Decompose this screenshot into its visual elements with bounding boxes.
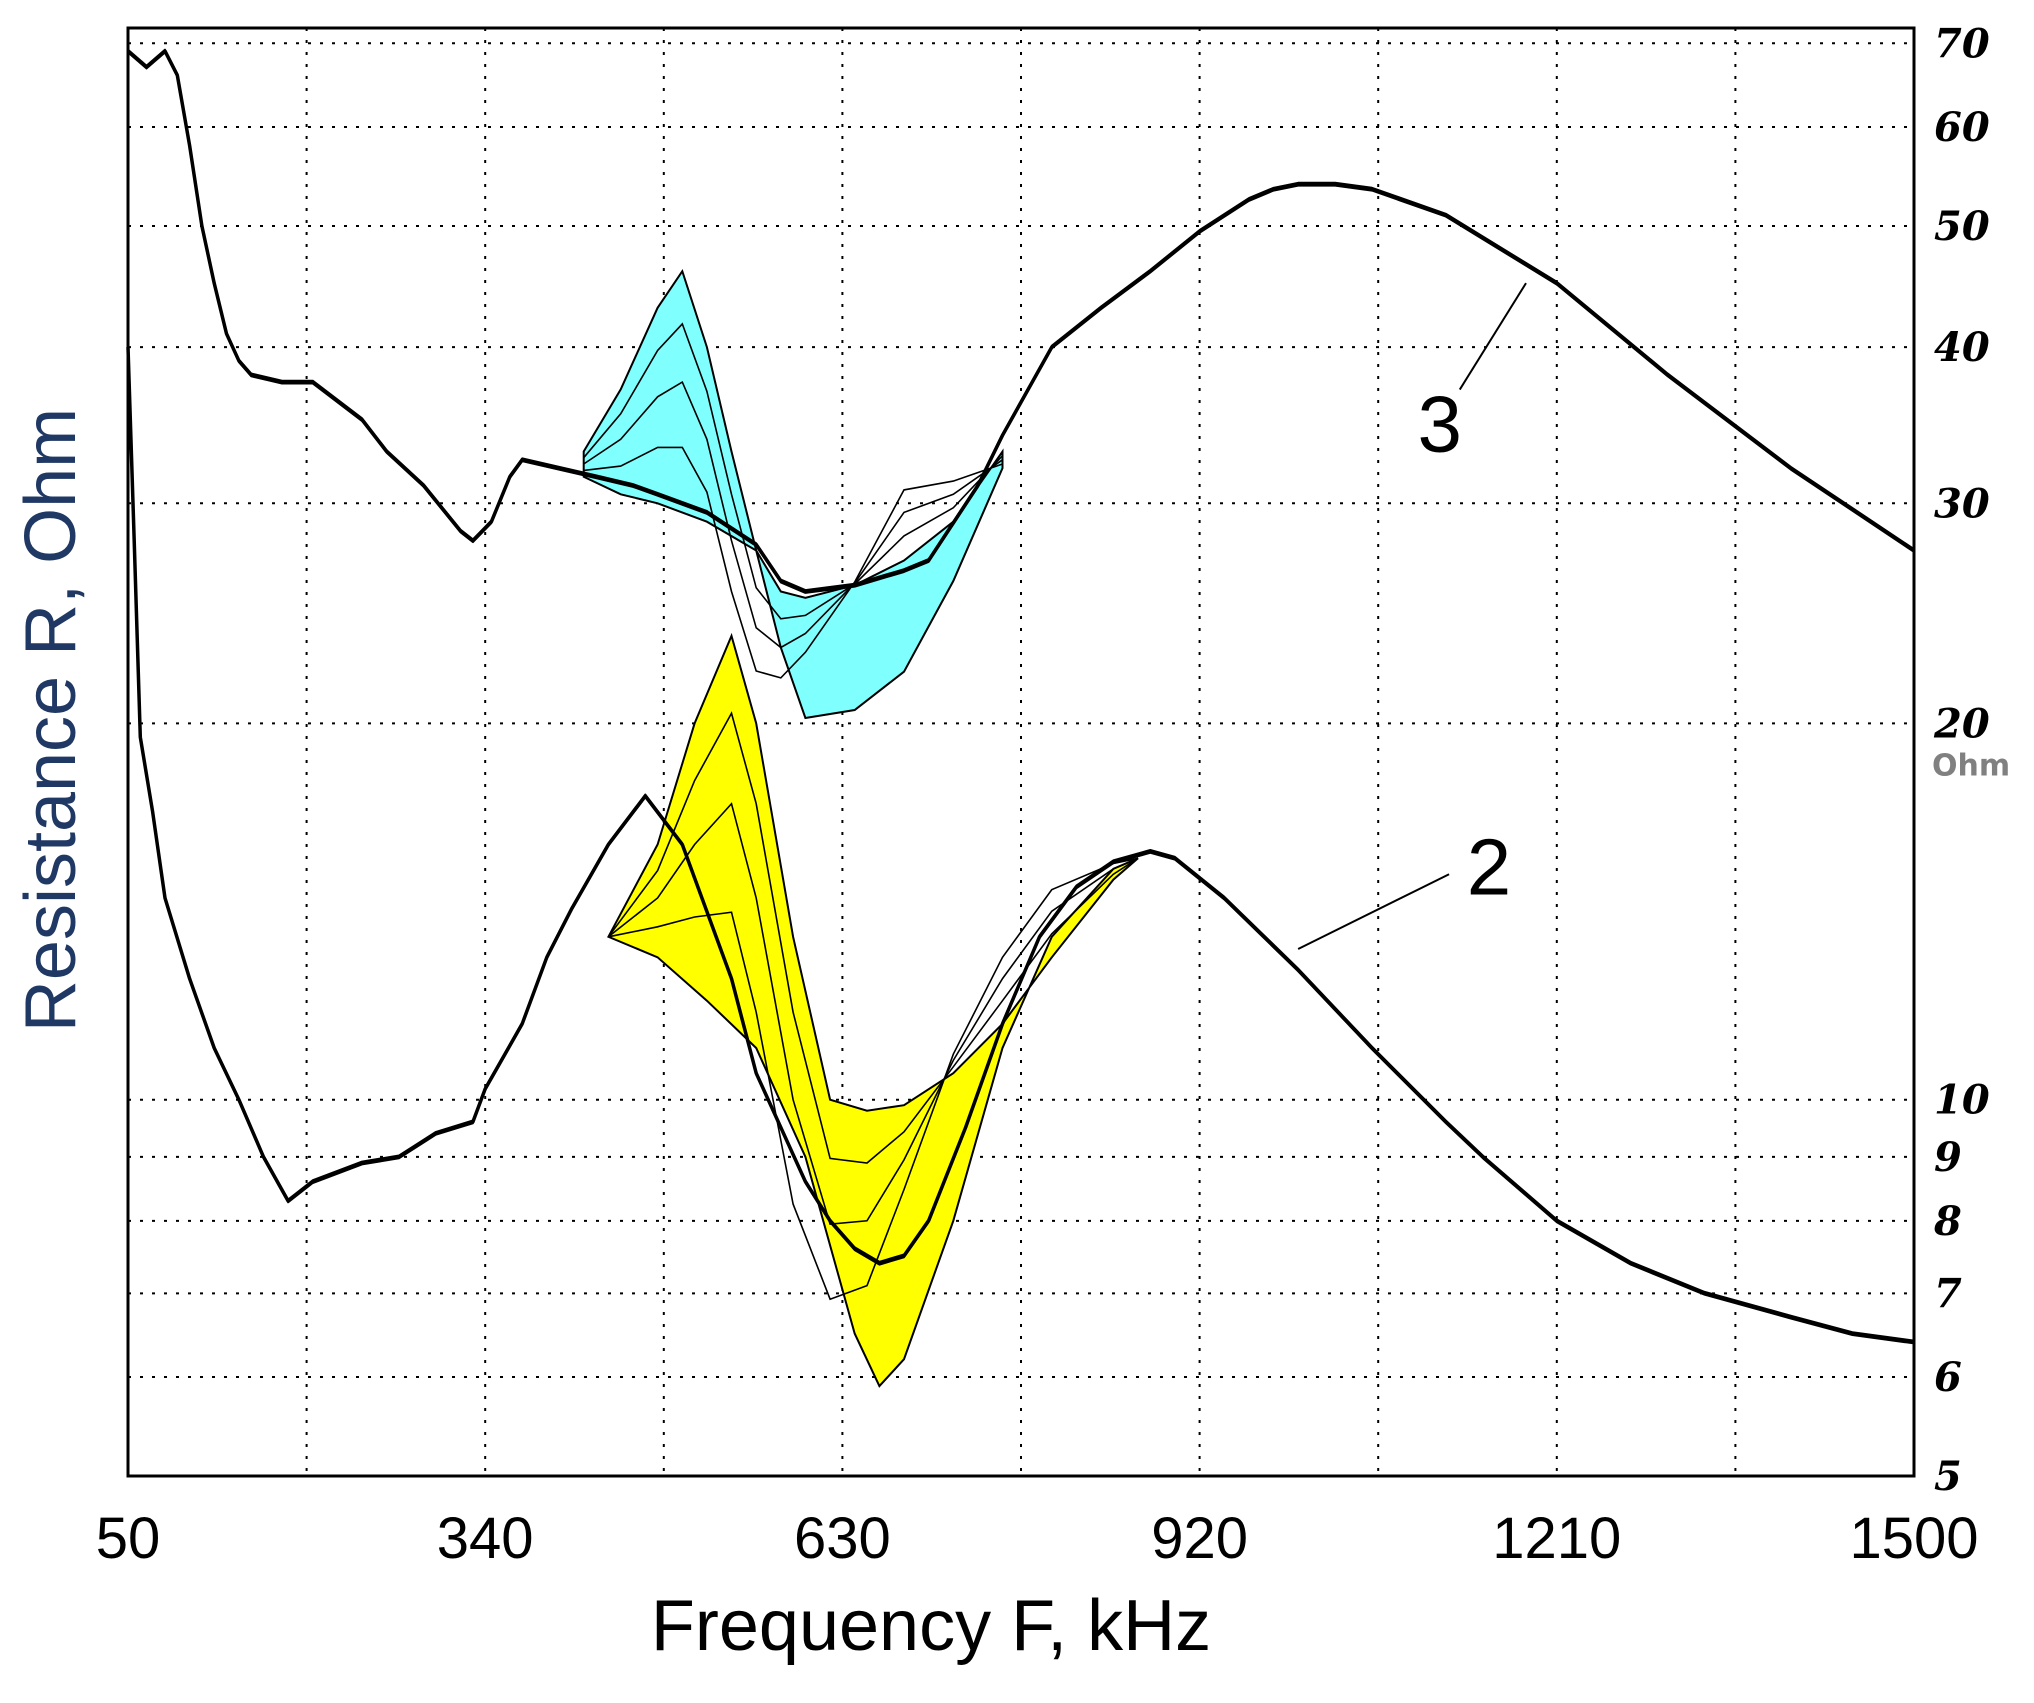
resistance-curves <box>126 48 1915 1345</box>
x-tick-label: 50 <box>96 1506 161 1571</box>
y-tick-labels: 5 6 7 8 9 10 20 30 40 50 60 70 <box>1933 20 1990 1500</box>
x-axis-title: Frequency F, kHz <box>651 1586 1211 1666</box>
y-tick-label: 10 <box>1934 1077 1990 1124</box>
annotation-pointer-3 <box>1458 282 1527 391</box>
x-tick-label: 630 <box>794 1506 891 1571</box>
y-tick-label: 8 <box>1933 1198 1962 1245</box>
y-axis-title: Resistance R, Ohm <box>11 408 91 1032</box>
y-tick-label: 40 <box>1934 324 1990 371</box>
curve-label-2: 2 <box>1467 822 1512 911</box>
y-tick-label: 60 <box>1934 104 1990 151</box>
y-tick-label: 70 <box>1934 20 1990 67</box>
band-3 <box>582 268 1004 720</box>
variation-bands <box>582 268 1139 1388</box>
y-tick-label: 20 <box>1933 700 1990 747</box>
x-tick-label: 1210 <box>1492 1506 1621 1571</box>
y-tick-label: 30 <box>1934 480 1990 527</box>
y-tick-label: 7 <box>1934 1270 1962 1317</box>
annotation-pointer-2 <box>1297 873 1450 950</box>
curve-2 <box>127 348 1915 1345</box>
curve-3 <box>127 48 1915 591</box>
band-2-inner-curve <box>608 857 1139 1301</box>
band-2-inner-curve <box>607 802 1139 1226</box>
y-tick-label: 5 <box>1934 1453 1962 1500</box>
grid <box>128 28 1914 1476</box>
band-3-inner-curve <box>583 322 1004 620</box>
band-2 <box>607 632 1139 1388</box>
x-tick-labels: 50 340 630 920 1210 1500 <box>96 1506 1979 1571</box>
x-tick-label: 1500 <box>1849 1506 1978 1571</box>
band-3-inner-curve <box>583 380 1003 649</box>
y-tick-label: 50 <box>1934 203 1990 250</box>
curve-2 <box>127 345 1915 1342</box>
curve-annotations: 32 <box>1297 282 1527 950</box>
plot-frame <box>126 26 1916 1478</box>
y-tick-label: 9 <box>1934 1134 1962 1181</box>
curve-label-3: 3 <box>1418 380 1463 469</box>
curve-3 <box>127 51 1915 594</box>
x-tick-label: 340 <box>437 1506 534 1571</box>
y-tick-label: 6 <box>1934 1354 1962 1401</box>
band-2-inner-curve <box>607 711 1139 1164</box>
y-unit-label: Ohm <box>1932 748 2010 783</box>
x-tick-label: 920 <box>1151 1506 1248 1571</box>
band-3-inner-curve <box>583 446 1003 679</box>
